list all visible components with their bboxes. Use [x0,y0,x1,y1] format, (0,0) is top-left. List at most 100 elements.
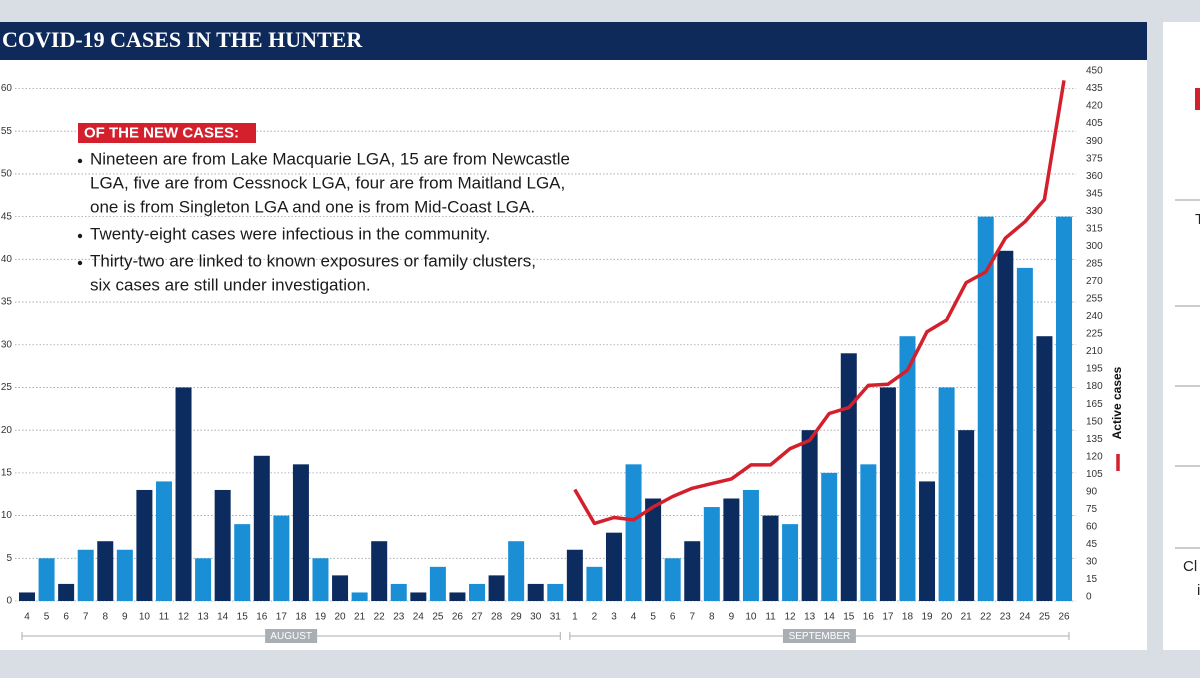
x-tick-label: 28 [491,612,503,623]
y2-tick-label: 75 [1086,504,1098,515]
bar [273,515,290,601]
y2-tick-label: 300 [1086,241,1103,252]
bar [155,481,172,601]
annotation-text: Thirty-two are linked to known exposures… [90,251,536,270]
bar [19,592,35,601]
y2-tick-label: 30 [1086,557,1098,568]
annotation-text: Twenty-eight cases were infectious in th… [90,224,490,243]
bar [312,558,329,601]
x-tick-label: 9 [729,612,735,623]
bar [58,583,75,601]
bar [645,498,662,601]
y2-tick-label: 105 [1086,469,1103,480]
bar [488,575,505,601]
x-tick-label: 20 [941,612,953,623]
y2-tick-label: 15 [1086,574,1098,585]
side-text: Cl [1183,558,1197,575]
x-tick-label: 1 [572,612,578,623]
x-tick-label: 18 [902,612,914,623]
y2-tick-label: 255 [1086,294,1103,305]
x-tick-label: 21 [354,612,366,623]
bar [703,507,720,601]
x-tick-label: 4 [24,612,30,623]
y2-tick-label: 270 [1086,276,1103,287]
bar [292,464,309,601]
bar [684,541,701,601]
y-tick-label: 5 [6,553,12,564]
bar [840,353,857,601]
x-tick-label: 18 [295,612,307,623]
side-text: i [1197,582,1200,599]
bar [214,489,231,601]
x-tick-label: 11 [159,612,170,623]
bar [625,464,642,601]
x-tick-label: 12 [785,612,797,623]
y2-tick-label: 180 [1086,381,1103,392]
side-text: T [1195,211,1200,228]
bar [469,583,486,601]
bar [390,583,407,601]
bar [508,541,525,601]
x-tick-label: 25 [1039,612,1051,623]
x-tick-label: 16 [863,612,875,623]
x-tick-label: 30 [530,612,542,623]
bar [547,583,564,601]
y2-tick-label: 0 [1086,592,1092,603]
y-tick-label: 20 [1,425,13,436]
x-tick-label: 26 [1058,612,1070,623]
x-tick-label: 14 [824,612,836,623]
side-separators [1175,199,1200,549]
annotation-text: LGA, five are from Cessnock LGA, four ar… [90,173,565,192]
bar [997,250,1014,601]
x-tick-label: 7 [83,612,89,623]
bar [762,515,779,601]
x-tick-label: 25 [432,612,444,623]
bar [527,583,544,601]
y2-tick-label: 285 [1086,259,1103,270]
y2-tick-label: 435 [1086,83,1103,94]
legend-label: Active cases [1110,366,1124,439]
x-tick-label: 9 [122,612,128,623]
bar [195,558,212,601]
x-tick-label: 12 [178,612,190,623]
y2-tick-label: 315 [1086,223,1103,234]
y2-tick-label: 330 [1086,206,1103,217]
x-tick-label: 5 [650,612,656,623]
x-tick-label: 5 [44,612,50,623]
labels: 0510152025303540455055600153045607590105… [1,66,1124,643]
y-tick-label: 60 [1,83,13,94]
month-label: SEPTEMBER [789,631,851,642]
y2-tick-label: 90 [1086,486,1098,497]
bar [136,489,153,601]
bar [742,489,759,601]
y2-tick-label: 405 [1086,118,1103,129]
y2-tick-label: 120 [1086,451,1103,462]
bar [371,541,388,601]
bar [116,549,133,601]
bar [801,430,818,601]
x-tick-label: 10 [745,612,757,623]
x-tick-label: 16 [256,612,268,623]
bar [977,216,994,601]
x-tick-label: 6 [63,612,69,623]
side-panel [1163,22,1200,650]
bar [782,524,799,601]
y2-tick-label: 45 [1086,539,1098,550]
annotation-text: one is from Singleton LGA and one is fro… [90,197,535,216]
title-bar [0,22,1147,60]
y2-tick-label: 240 [1086,311,1103,322]
y2-tick-label: 375 [1086,153,1103,164]
y2-tick-label: 135 [1086,434,1103,445]
bar [38,558,55,601]
y-tick-label: 10 [1,510,13,521]
month-label: AUGUST [270,631,312,642]
annotation-heading: OF THE NEW CASES: [84,124,239,141]
bullet [77,233,83,239]
x-tick-label: 3 [611,612,617,623]
bar [919,481,936,601]
x-tick-label: 6 [670,612,676,623]
y-tick-label: 45 [1,211,13,222]
y-tick-label: 0 [6,596,12,607]
y-tick-label: 30 [1,339,13,350]
